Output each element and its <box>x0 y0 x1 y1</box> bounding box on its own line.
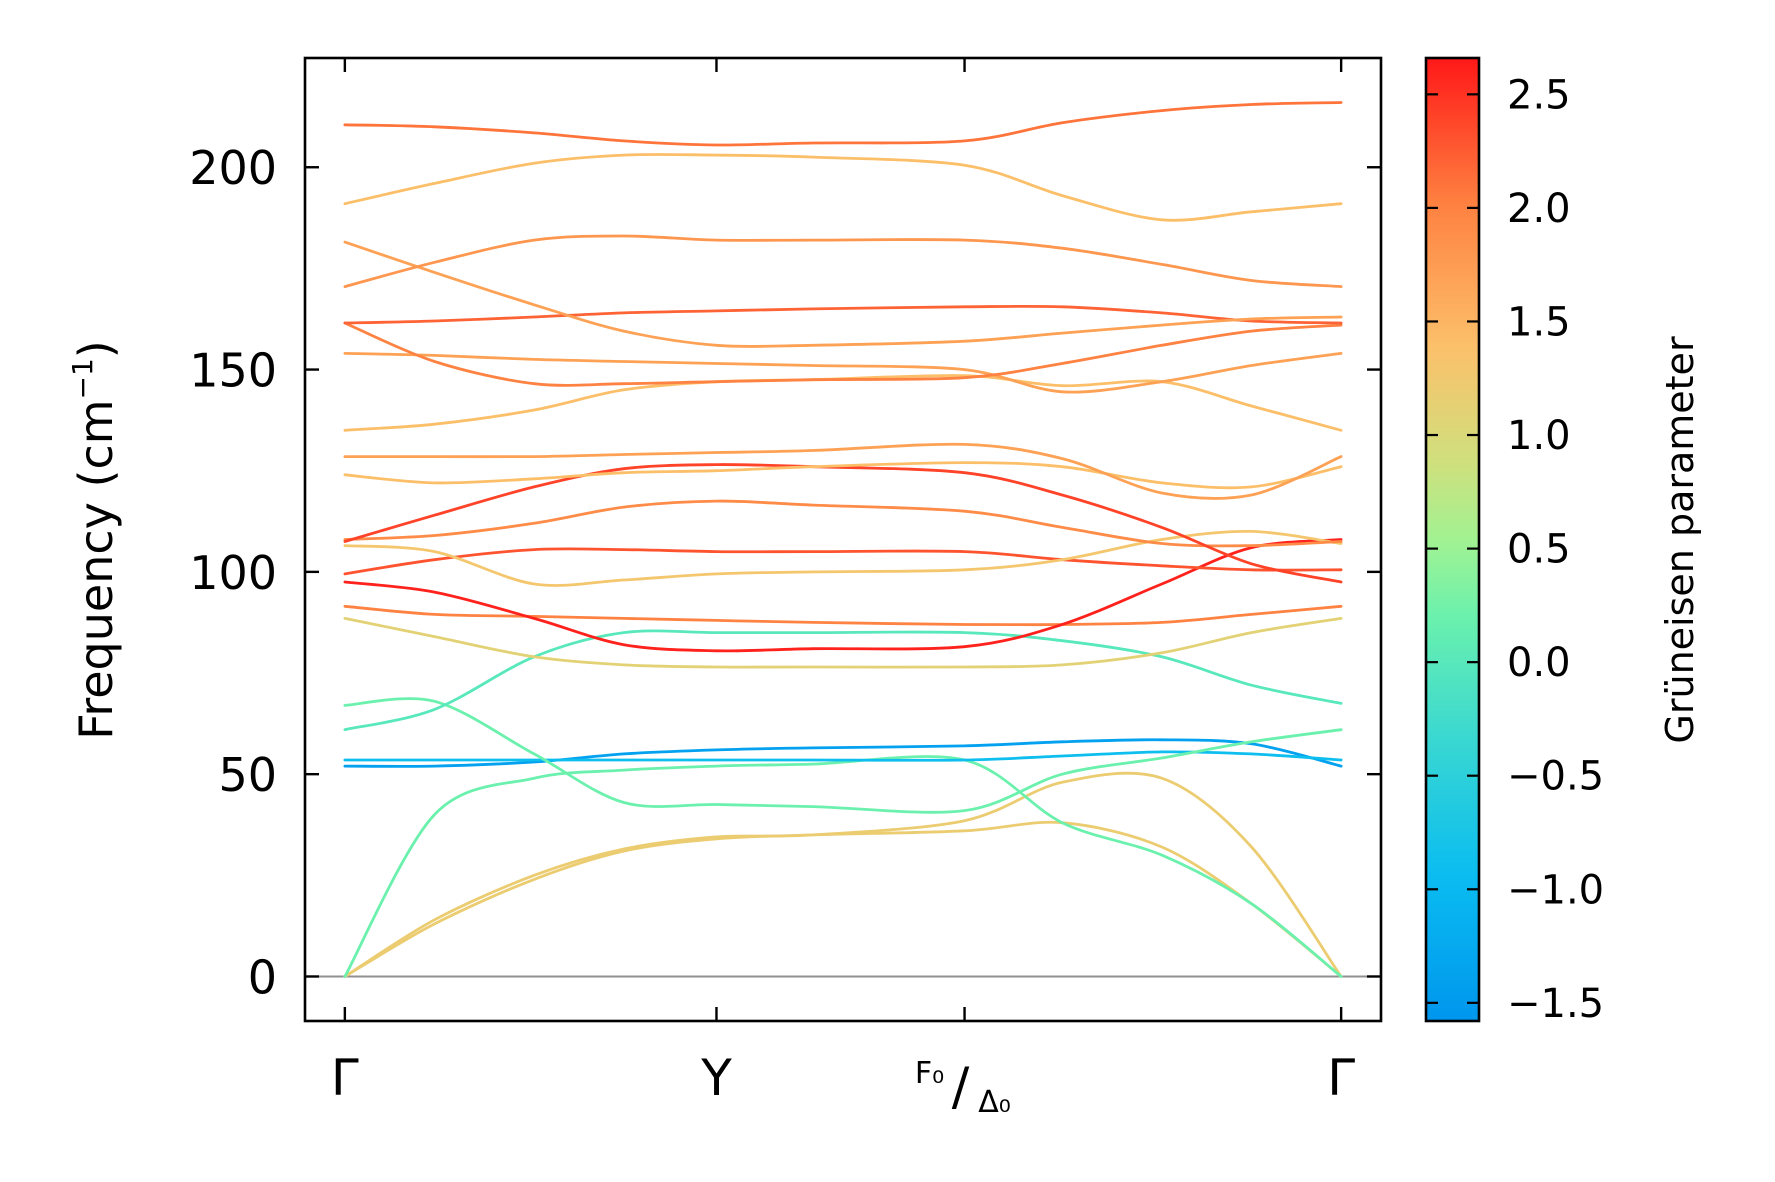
band-20 <box>343 304 1343 325</box>
band-16 <box>343 442 1343 500</box>
band-9 <box>343 604 1343 627</box>
x-tick-label: Γ <box>331 1049 359 1107</box>
band-6 <box>343 697 1343 814</box>
colorbar-tick-label: 1.5 <box>1507 299 1571 345</box>
band-4 <box>343 738 1343 768</box>
band-8 <box>343 617 1343 669</box>
y-tick-label: 0 <box>248 950 277 1004</box>
x-tick-label-top: F₀ <box>915 1056 944 1091</box>
band-17 <box>343 374 1343 432</box>
colorbar: 2.5 2.0 1.5 1.0 0.5 0.0 −0.5 −1.0 −1.5 Grüneisen… <box>1424 56 1702 1027</box>
y-tick-label: 50 <box>218 748 277 802</box>
plot-frame <box>303 56 1383 1023</box>
plot-area: 0 50 100 150 200 <box>189 56 1383 1023</box>
colorbar-label: Grüneisen parameter <box>1658 336 1702 744</box>
x-tick-label: Γ <box>1327 1049 1355 1107</box>
colorbar-tick-label: 2.0 <box>1507 186 1571 232</box>
colorbar-ticks: 2.5 2.0 1.5 1.0 0.5 0.0 −0.5 −1.0 −1.5 <box>1426 72 1604 1027</box>
band-23 <box>343 153 1343 222</box>
band-1 <box>343 820 1343 978</box>
colorbar-gradient <box>1426 58 1479 1021</box>
x-tick-label-bottom: Δ₀ <box>978 1085 1011 1120</box>
band-21 <box>343 240 1343 348</box>
phonon-bands <box>343 101 1343 978</box>
colorbar-tick-label: 0.5 <box>1507 527 1571 573</box>
colorbar-frame <box>1424 56 1481 1023</box>
band-7 <box>343 629 1343 732</box>
y-axis-label: Frequency (cm−1) <box>66 340 123 740</box>
high-symmetry-ticks <box>343 58 1343 1021</box>
y-tick-label: 150 <box>189 344 277 398</box>
band-15 <box>343 461 1343 490</box>
x-axis-labels: Γ Y F₀ / Δ₀ Γ <box>331 1049 1355 1120</box>
x-tick-label-slash: / <box>952 1057 970 1117</box>
x-tick-label: Y <box>700 1049 732 1107</box>
band-3 <box>343 755 1343 978</box>
colorbar-tick-label: −1.5 <box>1507 981 1604 1027</box>
colorbar-tick-label: 1.0 <box>1507 413 1571 459</box>
y-tick-label: 100 <box>189 546 277 600</box>
band-22 <box>343 234 1343 288</box>
band-10 <box>343 538 1343 653</box>
colorbar-tick-label: 2.5 <box>1507 72 1571 118</box>
y-tick-label: 200 <box>189 141 277 195</box>
band-2 <box>343 771 1343 978</box>
band-13 <box>343 499 1343 548</box>
band-19 <box>343 321 1343 387</box>
colorbar-tick-label: −0.5 <box>1507 754 1604 800</box>
y-axis-ticks: 0 50 100 150 200 <box>189 141 1381 1004</box>
band-5 <box>343 750 1343 762</box>
band-11 <box>343 547 1343 576</box>
colorbar-tick-label: −1.0 <box>1507 867 1604 913</box>
colorbar-tick-label: 0.0 <box>1507 640 1571 686</box>
band-24 <box>343 101 1343 147</box>
band-18 <box>343 352 1343 394</box>
